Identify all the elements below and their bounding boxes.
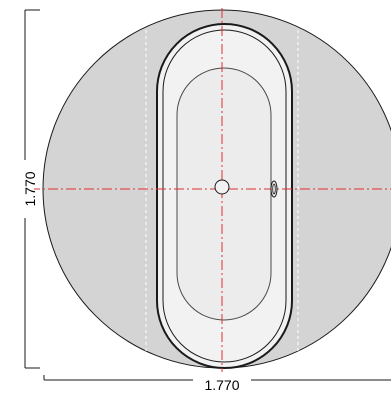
- height-dimension: 1.770: [16, 9, 40, 369]
- height-dimension-label: 1.770: [22, 171, 38, 206]
- tub-rim-inner-line: [162, 29, 287, 363]
- width-dimension: 1.770: [43, 372, 391, 393]
- drain-icon: [214, 179, 230, 195]
- width-dimension-label: 1.770: [204, 377, 239, 393]
- overflow-icon: [270, 180, 278, 198]
- overflow-inner-icon: [272, 183, 276, 195]
